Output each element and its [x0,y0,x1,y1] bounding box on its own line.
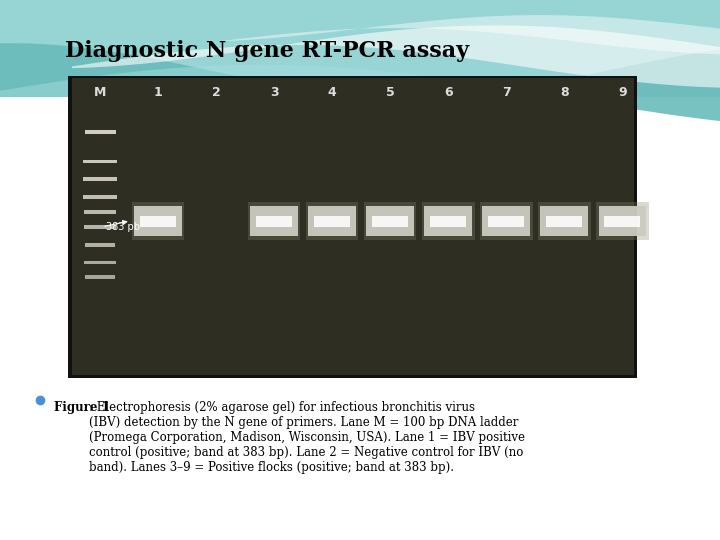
Text: 9: 9 [618,86,626,99]
FancyBboxPatch shape [315,215,350,227]
FancyBboxPatch shape [546,215,582,227]
FancyBboxPatch shape [431,215,466,227]
FancyBboxPatch shape [84,195,117,199]
Text: 1: 1 [154,86,163,99]
FancyBboxPatch shape [596,201,649,240]
FancyBboxPatch shape [83,177,117,181]
FancyBboxPatch shape [488,215,524,227]
FancyBboxPatch shape [85,275,115,279]
FancyBboxPatch shape [256,215,292,227]
FancyBboxPatch shape [366,206,414,235]
FancyBboxPatch shape [84,225,116,229]
FancyBboxPatch shape [84,210,117,214]
FancyBboxPatch shape [482,206,530,235]
FancyBboxPatch shape [0,0,720,97]
FancyBboxPatch shape [68,76,637,378]
Text: 2: 2 [212,86,220,99]
FancyBboxPatch shape [85,130,115,134]
FancyBboxPatch shape [422,201,474,240]
Text: 383 pb: 383 pb [106,222,140,232]
Polygon shape [0,0,720,97]
FancyBboxPatch shape [140,215,176,227]
FancyBboxPatch shape [84,260,116,265]
Polygon shape [72,25,720,87]
Polygon shape [0,0,720,121]
FancyBboxPatch shape [372,215,408,227]
FancyBboxPatch shape [251,206,298,235]
FancyBboxPatch shape [308,206,356,235]
FancyBboxPatch shape [248,201,300,240]
Text: 8: 8 [560,86,569,99]
FancyBboxPatch shape [364,201,416,240]
FancyBboxPatch shape [538,201,590,240]
Text: Figure 1: Figure 1 [54,401,109,414]
FancyBboxPatch shape [306,201,359,240]
FancyBboxPatch shape [134,206,182,235]
Polygon shape [216,15,720,55]
FancyBboxPatch shape [598,206,647,235]
FancyBboxPatch shape [605,215,640,227]
FancyBboxPatch shape [541,206,588,235]
FancyBboxPatch shape [480,201,533,240]
Text: 6: 6 [444,86,453,99]
Text: 7: 7 [502,86,510,99]
FancyBboxPatch shape [72,78,634,375]
Text: M: M [94,86,107,99]
Text: 3: 3 [270,86,279,99]
FancyBboxPatch shape [132,201,184,240]
Text: 5: 5 [386,86,395,99]
Text: 4: 4 [328,86,336,99]
Text: : Electrophoresis (2% agarose gel) for infectious bronchitis virus
(IBV) detecti: : Electrophoresis (2% agarose gel) for i… [89,401,525,474]
FancyBboxPatch shape [84,159,117,164]
Text: Diagnostic N gene RT-PCR assay: Diagnostic N gene RT-PCR assay [65,40,469,62]
FancyBboxPatch shape [424,206,472,235]
FancyBboxPatch shape [85,242,115,247]
